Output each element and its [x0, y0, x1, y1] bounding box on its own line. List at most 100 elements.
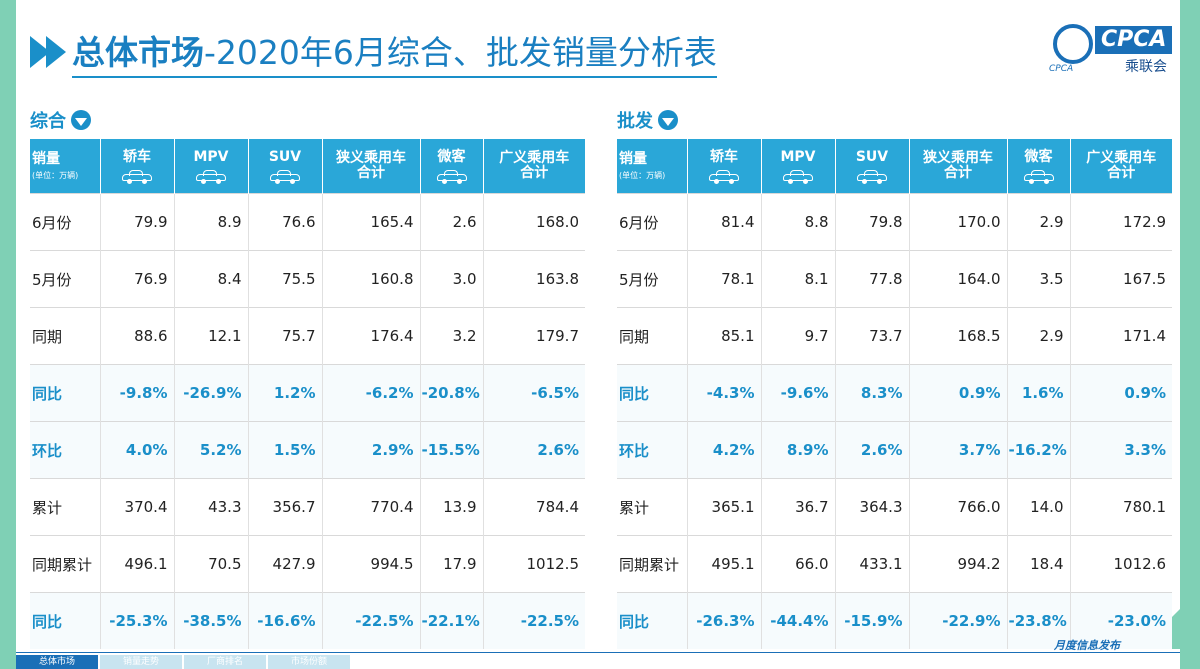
table-cell: -25.3%	[100, 592, 175, 649]
table-cell: 12.1	[174, 307, 249, 365]
table-cell: 427.9	[248, 535, 323, 593]
table-cell: 3.3%	[1070, 421, 1172, 479]
table-cell: 14.0	[1007, 478, 1071, 536]
table-cell: 75.5	[248, 250, 323, 308]
table-row: 6月份 79.9 8.9 76.6 165.4 2.6 168.0	[30, 193, 585, 251]
table-cell: -23.0%	[1070, 592, 1172, 649]
section-title-text: 综合	[30, 111, 66, 132]
column-header: 广义乘用车 合计	[1070, 139, 1172, 194]
table-cell: 176.4	[322, 307, 421, 365]
table-row: 同期累计 495.1 66.0 433.1 994.2 18.4 1012.6	[617, 535, 1172, 593]
row-label: 6月份	[30, 193, 101, 251]
table-cell: 88.6	[100, 307, 175, 365]
table-cell: 2.9	[1007, 307, 1071, 365]
header-label: 狭义乘用车	[336, 150, 406, 166]
table-row: 环比 4.0% 5.2% 1.5% 2.9% -15.5% 2.6%	[30, 421, 585, 479]
table-cell: -26.3%	[687, 592, 762, 649]
section-combined: 综合 销量 (单位：万辆) 轿车 MPV SUV 狭义乘用车 合计 微客 广义乘用车 合计 6月份 7…	[30, 107, 585, 649]
header-label: 狭义乘用车	[923, 150, 993, 166]
table-cell: 994.5	[322, 535, 421, 593]
sales-table: 销量 (单位：万辆) 轿车 MPV SUV 狭义乘用车 合计 微客 广义乘用车 合计 6月份 81.4…	[617, 139, 1172, 649]
arrow-down-circle-icon	[658, 110, 678, 130]
car-icon	[855, 169, 889, 184]
table-cell: 1.5%	[248, 421, 323, 479]
header-label: 轿车	[123, 148, 151, 165]
column-header: 广义乘用车 合计	[483, 139, 585, 194]
table-cell: 356.7	[248, 478, 323, 536]
table-cell: 8.9	[174, 193, 249, 251]
table-cell: -16.6%	[248, 592, 323, 649]
row-label: 同期	[617, 307, 688, 365]
table-cell: 43.3	[174, 478, 249, 536]
table-cell: 4.0%	[100, 421, 175, 479]
header-row: 销量 (单位：万辆) 轿车 MPV SUV 狭义乘用车 合计 微客 广义乘用车 合计	[617, 139, 1172, 194]
table-cell: 18.4	[1007, 535, 1071, 593]
table-row: 同比 -25.3% -38.5% -16.6% -22.5% -22.1% -22.5%	[30, 592, 585, 649]
table-cell: 79.9	[100, 193, 175, 251]
header-label: 广义乘用车	[499, 150, 570, 166]
logo-ring-icon	[1053, 24, 1093, 64]
table-cell: 76.9	[100, 250, 175, 308]
table-cell: 2.9	[1007, 193, 1071, 251]
table-cell: 172.9	[1070, 193, 1172, 251]
column-header-metric: 销量 (单位：万辆)	[617, 139, 688, 194]
column-header: 狭义乘用车 合计	[322, 139, 421, 194]
table-cell: 66.0	[761, 535, 836, 593]
table-cell: 170.0	[909, 193, 1008, 251]
footer-tab[interactable]: 厂商排名	[184, 655, 266, 669]
footer-tab[interactable]: 市场份额	[268, 655, 350, 669]
table-cell: 160.8	[322, 250, 421, 308]
header-unit: (单位：万辆)	[32, 170, 79, 180]
table-cell: 165.4	[322, 193, 421, 251]
table-cell: 1.6%	[1007, 364, 1071, 422]
table-cell: -4.3%	[687, 364, 762, 422]
table-cell: 2.6	[420, 193, 484, 251]
table-cell: 171.4	[1070, 307, 1172, 365]
column-header: SUV	[248, 139, 323, 194]
table-row: 5月份 78.1 8.1 77.8 164.0 3.5 167.5	[617, 250, 1172, 308]
header-label: 销量	[32, 150, 60, 167]
table-cell: -26.9%	[174, 364, 249, 422]
table-cell: 36.7	[761, 478, 836, 536]
title-rest: -2020年6月综合、批发销量分析表	[204, 33, 717, 72]
footer-tab[interactable]: 销量走势	[100, 655, 182, 669]
table-cell: 4.2%	[687, 421, 762, 479]
table-cell: 8.4	[174, 250, 249, 308]
footer-tab[interactable]: 总体市场	[16, 655, 98, 669]
table-row: 同期 85.1 9.7 73.7 168.5 2.9 171.4	[617, 307, 1172, 365]
column-header: 微客	[420, 139, 484, 194]
row-label: 累计	[617, 478, 688, 536]
row-label: 6月份	[617, 193, 688, 251]
column-header: MPV	[174, 139, 249, 194]
table-cell: 370.4	[100, 478, 175, 536]
row-label: 同比	[617, 592, 688, 649]
table-cell: 81.4	[687, 193, 762, 251]
table-cell: 1012.6	[1070, 535, 1172, 593]
table-cell: 766.0	[909, 478, 1008, 536]
table-cell: 365.1	[687, 478, 762, 536]
header-label: 微客	[1024, 148, 1053, 165]
table-cell: 1.2%	[248, 364, 323, 422]
table-cell: 73.7	[835, 307, 910, 365]
table-cell: -20.8%	[420, 364, 484, 422]
row-label: 累计	[30, 478, 101, 536]
table-cell: -22.9%	[909, 592, 1008, 649]
table-cell: 3.2	[420, 307, 484, 365]
table-cell: 179.7	[483, 307, 585, 365]
table-cell: 70.5	[174, 535, 249, 593]
header-row: 销量 (单位：万辆) 轿车 MPV SUV 狭义乘用车 合计 微客 广义乘用车 合计	[30, 139, 585, 194]
table-cell: 76.6	[248, 193, 323, 251]
header-label: 轿车	[710, 148, 738, 165]
row-label: 同期累计	[617, 535, 688, 593]
table-row: 5月份 76.9 8.4 75.5 160.8 3.0 163.8	[30, 250, 585, 308]
table-cell: -15.9%	[835, 592, 910, 649]
footer-bar: 总体市场 销量走势 厂商排名 市场份额 月度信息发布	[16, 639, 1180, 669]
table-cell: -38.5%	[174, 592, 249, 649]
header-label: SUV	[268, 148, 302, 165]
header-label: 销量	[619, 150, 647, 167]
table-cell: 433.1	[835, 535, 910, 593]
header-label: 广义乘用车	[1086, 150, 1157, 166]
header-label-line2: 合计	[944, 165, 972, 181]
arrow-down-circle-icon	[71, 110, 91, 130]
column-header: SUV	[835, 139, 910, 194]
